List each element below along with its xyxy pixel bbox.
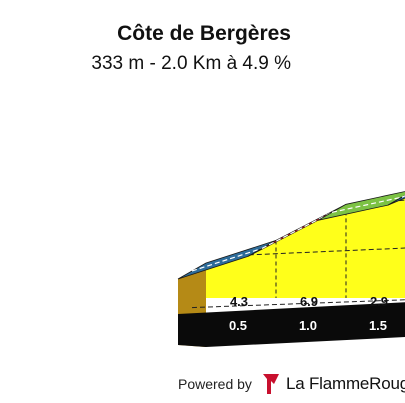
flamme-rouge-logo-icon [262, 374, 279, 394]
distance-label: 0.5 [229, 318, 247, 333]
road-centre-line [191, 247, 263, 272]
profile-base-strip [178, 302, 405, 347]
profile-face [206, 191, 405, 298]
climb-title: Côte de Bergères [117, 22, 291, 45]
brand-name: La FlammeRouge [285, 374, 405, 393]
footer: Powered by La FlammeRouge [178, 373, 405, 395]
road-centre-line [261, 211, 333, 249]
gradient-label: 2.9 [370, 294, 388, 309]
gradient-label: 6.9 [300, 294, 318, 309]
elevation-gridline [191, 299, 405, 309]
powered-by-label: Powered by [178, 376, 252, 392]
distance-label: 1.5 [369, 318, 387, 333]
gradient-segment-top [387, 194, 405, 206]
road-centre-line [331, 196, 403, 213]
gradient-label: 4.3 [230, 294, 248, 309]
elevation-gridline [240, 247, 405, 256]
climb-subtitle: 333 m - 2.0 Km à 4.9 % [91, 53, 291, 74]
distance-label: 1.0 [299, 318, 317, 333]
